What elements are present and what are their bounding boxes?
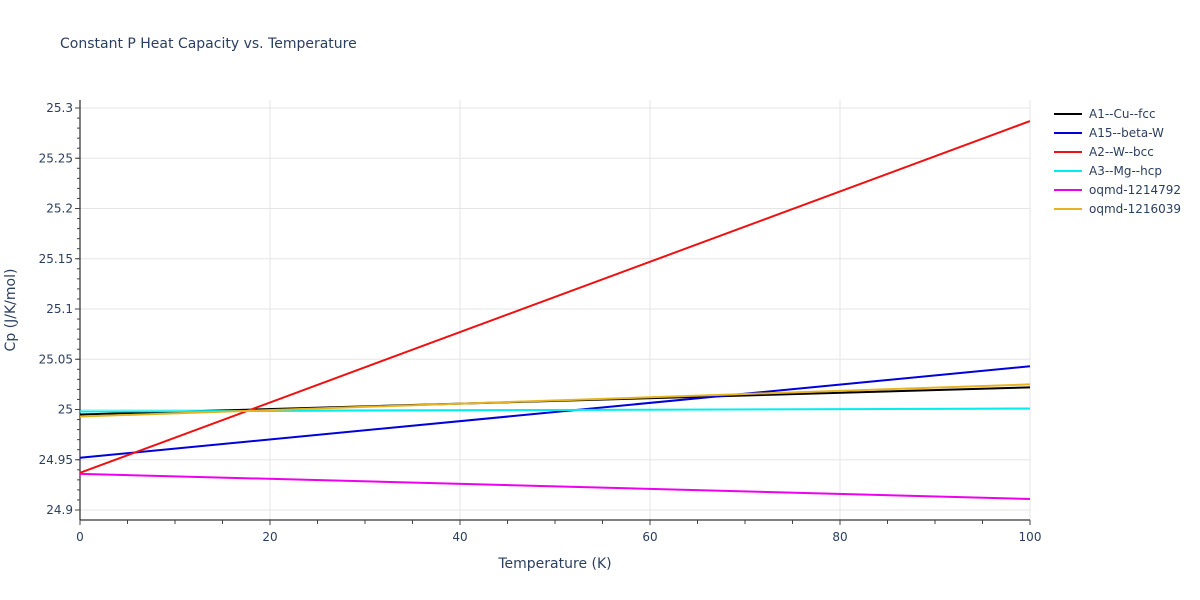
x-tick-label: 0 [76, 530, 84, 544]
y-tick-label: 25.25 [39, 151, 73, 165]
axes [75, 100, 1031, 525]
x-axis-title: Temperature (K) [497, 556, 611, 572]
y-tick-label: 25.2 [46, 202, 73, 216]
series-line [79, 120, 1031, 474]
series-line [79, 365, 1031, 459]
tick-labels: 0 20 40 60 80 100 24.9 24.95 25 25.05 25.1 25.15 25.… [39, 101, 1042, 544]
series-line [79, 383, 1031, 418]
y-tick-label: 24.95 [39, 453, 73, 467]
legend-item[interactable]: A3--Mg--hcp [1054, 161, 1181, 180]
chart-title: Constant P Heat Capacity vs. Temperature [60, 36, 357, 52]
x-tick-label: 80 [832, 530, 847, 544]
series-lines [79, 120, 1031, 500]
y-tick-label: 25.15 [39, 252, 73, 266]
legend-label: A3--Mg--hcp [1089, 163, 1162, 178]
legend-item[interactable]: A15--beta-W [1054, 123, 1181, 142]
y-tick-label: 25.1 [46, 302, 73, 316]
gridlines [80, 100, 1031, 520]
x-tick-label: 100 [1019, 530, 1042, 544]
legend-item[interactable]: A1--Cu--fcc [1054, 104, 1181, 123]
legend-label: A1--Cu--fcc [1089, 106, 1156, 121]
legend: A1--Cu--fcc A15--beta-W A2--W--bcc A3--Mg--… [1054, 104, 1181, 218]
legend-line-icon [1054, 150, 1082, 153]
legend-label: oqmd-1214792 [1089, 182, 1182, 197]
legend-label: A15--beta-W [1089, 125, 1164, 140]
legend-item[interactable]: oqmd-1216039 [1054, 199, 1181, 218]
legend-line-icon [1054, 188, 1082, 191]
y-tick-label: 25.3 [46, 101, 73, 115]
legend-line-icon [1054, 131, 1082, 134]
y-tick-label: 25 [58, 403, 73, 417]
legend-label: oqmd-1216039 [1089, 201, 1182, 216]
legend-label: A2--W--bcc [1089, 144, 1154, 159]
y-tick-label: 25.05 [39, 352, 73, 366]
x-tick-label: 40 [452, 530, 467, 544]
y-tick-label: 24.9 [46, 503, 73, 517]
legend-line-icon [1054, 112, 1082, 115]
y-axis-title: Cp (J/K/mol) [3, 269, 19, 352]
legend-line-icon [1054, 207, 1082, 210]
x-tick-label: 60 [642, 530, 657, 544]
legend-item[interactable]: oqmd-1214792 [1054, 180, 1181, 199]
legend-line-icon [1054, 169, 1082, 172]
series-line [79, 472, 1031, 500]
legend-item[interactable]: A2--W--bcc [1054, 142, 1181, 161]
x-tick-label: 20 [262, 530, 277, 544]
